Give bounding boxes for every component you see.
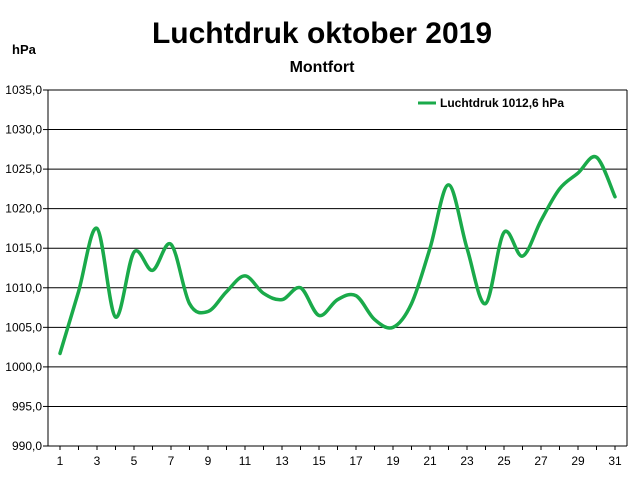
x-tick-label: 3	[94, 454, 101, 468]
grid	[48, 90, 627, 446]
x-tick-label: 1	[57, 454, 64, 468]
y-axis-label: hPa	[12, 42, 37, 57]
legend: Luchtdruk 1012,6 hPa	[418, 96, 564, 110]
x-tick-label: 23	[460, 454, 474, 468]
x-tick-label: 7	[168, 454, 175, 468]
x-tick-label: 29	[571, 454, 585, 468]
x-tick-label: 15	[312, 454, 326, 468]
y-tick-label: 1035,0	[5, 83, 42, 97]
series	[60, 157, 615, 354]
chart-subtitle: Montfort	[290, 59, 356, 76]
y-tick-label: 1005,0	[5, 320, 42, 334]
y-tick-label: 1010,0	[5, 281, 42, 295]
axes	[43, 90, 627, 450]
x-tick-label: 27	[534, 454, 548, 468]
x-tick-label: 11	[239, 454, 252, 468]
legend-label: Luchtdruk 1012,6 hPa	[440, 96, 564, 110]
y-tick-label: 1020,0	[5, 202, 42, 216]
y-tick-label: 990,0	[12, 439, 42, 453]
y-tick-label: 1025,0	[5, 162, 42, 176]
y-tick-label: 1030,0	[5, 123, 42, 137]
x-tick-label: 9	[205, 454, 212, 468]
x-tick-label: 25	[497, 454, 511, 468]
x-tick-label: 17	[349, 454, 363, 468]
y-tick-label: 995,0	[12, 399, 42, 413]
y-tick-labels: 990,0 995,0 1000,0 1005,0 1010,0 1015,0 1020,0…	[5, 83, 42, 453]
y-tick-label: 1015,0	[5, 241, 42, 255]
x-tick-label: 31	[608, 454, 622, 468]
chart-title: Luchtdruk oktober 2019	[152, 17, 492, 50]
x-tick-label: 21	[423, 454, 437, 468]
series-line	[60, 157, 615, 354]
x-tick-label: 19	[386, 454, 400, 468]
x-tick-label: 13	[275, 454, 289, 468]
x-tick-label: 5	[131, 454, 138, 468]
y-tick-label: 1000,0	[5, 360, 42, 374]
